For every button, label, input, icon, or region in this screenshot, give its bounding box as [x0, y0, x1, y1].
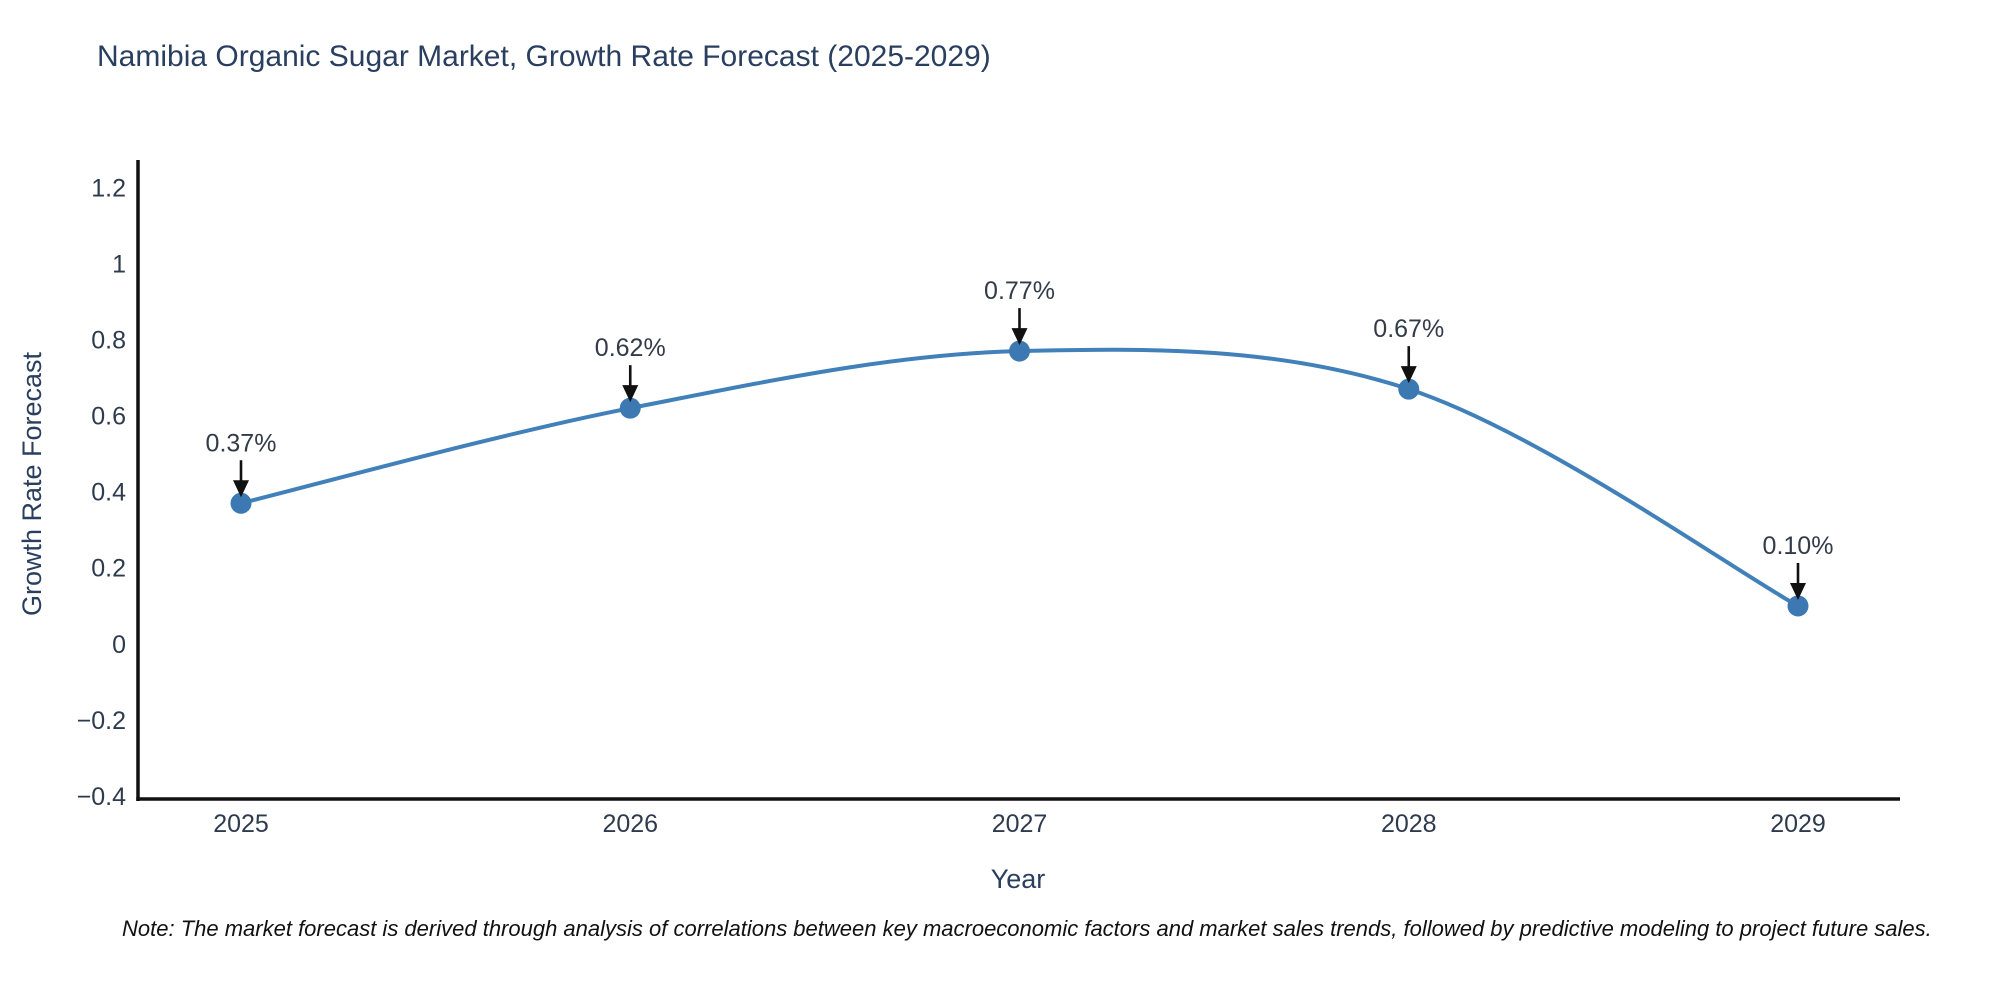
x-axis-title: Year	[990, 864, 1046, 894]
y-axis-tick-label: 0.4	[91, 479, 126, 507]
data-point-marker	[619, 397, 641, 419]
annotation-arrowhead	[1790, 582, 1806, 600]
x-axis-tick-label: 2029	[1770, 810, 1826, 838]
y-axis-tick-label: 0.6	[91, 403, 126, 431]
y-axis-tick-label: −0.4	[77, 783, 126, 811]
chart-title: Namibia Organic Sugar Market, Growth Rat…	[97, 40, 991, 73]
data-point-marker	[1787, 595, 1809, 617]
x-axis-tick-label: 2026	[602, 810, 658, 838]
x-axis-tick-label: 2027	[992, 810, 1048, 838]
annotation-arrowhead	[1011, 328, 1028, 346]
annotation-label: 0.10%	[1763, 532, 1834, 560]
line-series-path	[239, 347, 1800, 608]
annotation-label: 0.37%	[206, 429, 277, 457]
data-point-marker	[1009, 340, 1030, 362]
data-point-marker	[1398, 378, 1420, 400]
annotation-arrowhead	[233, 480, 249, 498]
y-axis-title: Growth Rate Forecast	[17, 351, 47, 617]
x-axis-tick-label: 2028	[1381, 810, 1437, 838]
annotation-arrowhead	[1400, 366, 1417, 384]
y-axis-tick-label: 0.8	[91, 326, 126, 354]
footnote: Note: The market forecast is derived thr…	[122, 916, 1932, 941]
x-axis-tick-label: 2025	[213, 810, 269, 838]
y-axis-tick-label: 1.2	[91, 174, 126, 202]
data-point-marker	[230, 492, 252, 514]
y-axis-tick-label: 1	[112, 250, 126, 278]
annotation-label: 0.62%	[595, 334, 666, 362]
annotation-arrowhead	[622, 385, 639, 403]
y-axis-tick-label: 0	[112, 631, 126, 659]
y-axis-tick-label: −0.2	[77, 707, 126, 735]
annotation-label: 0.67%	[1373, 315, 1444, 343]
y-axis-tick-label: 0.2	[91, 555, 126, 583]
annotation-label: 0.77%	[984, 277, 1055, 305]
